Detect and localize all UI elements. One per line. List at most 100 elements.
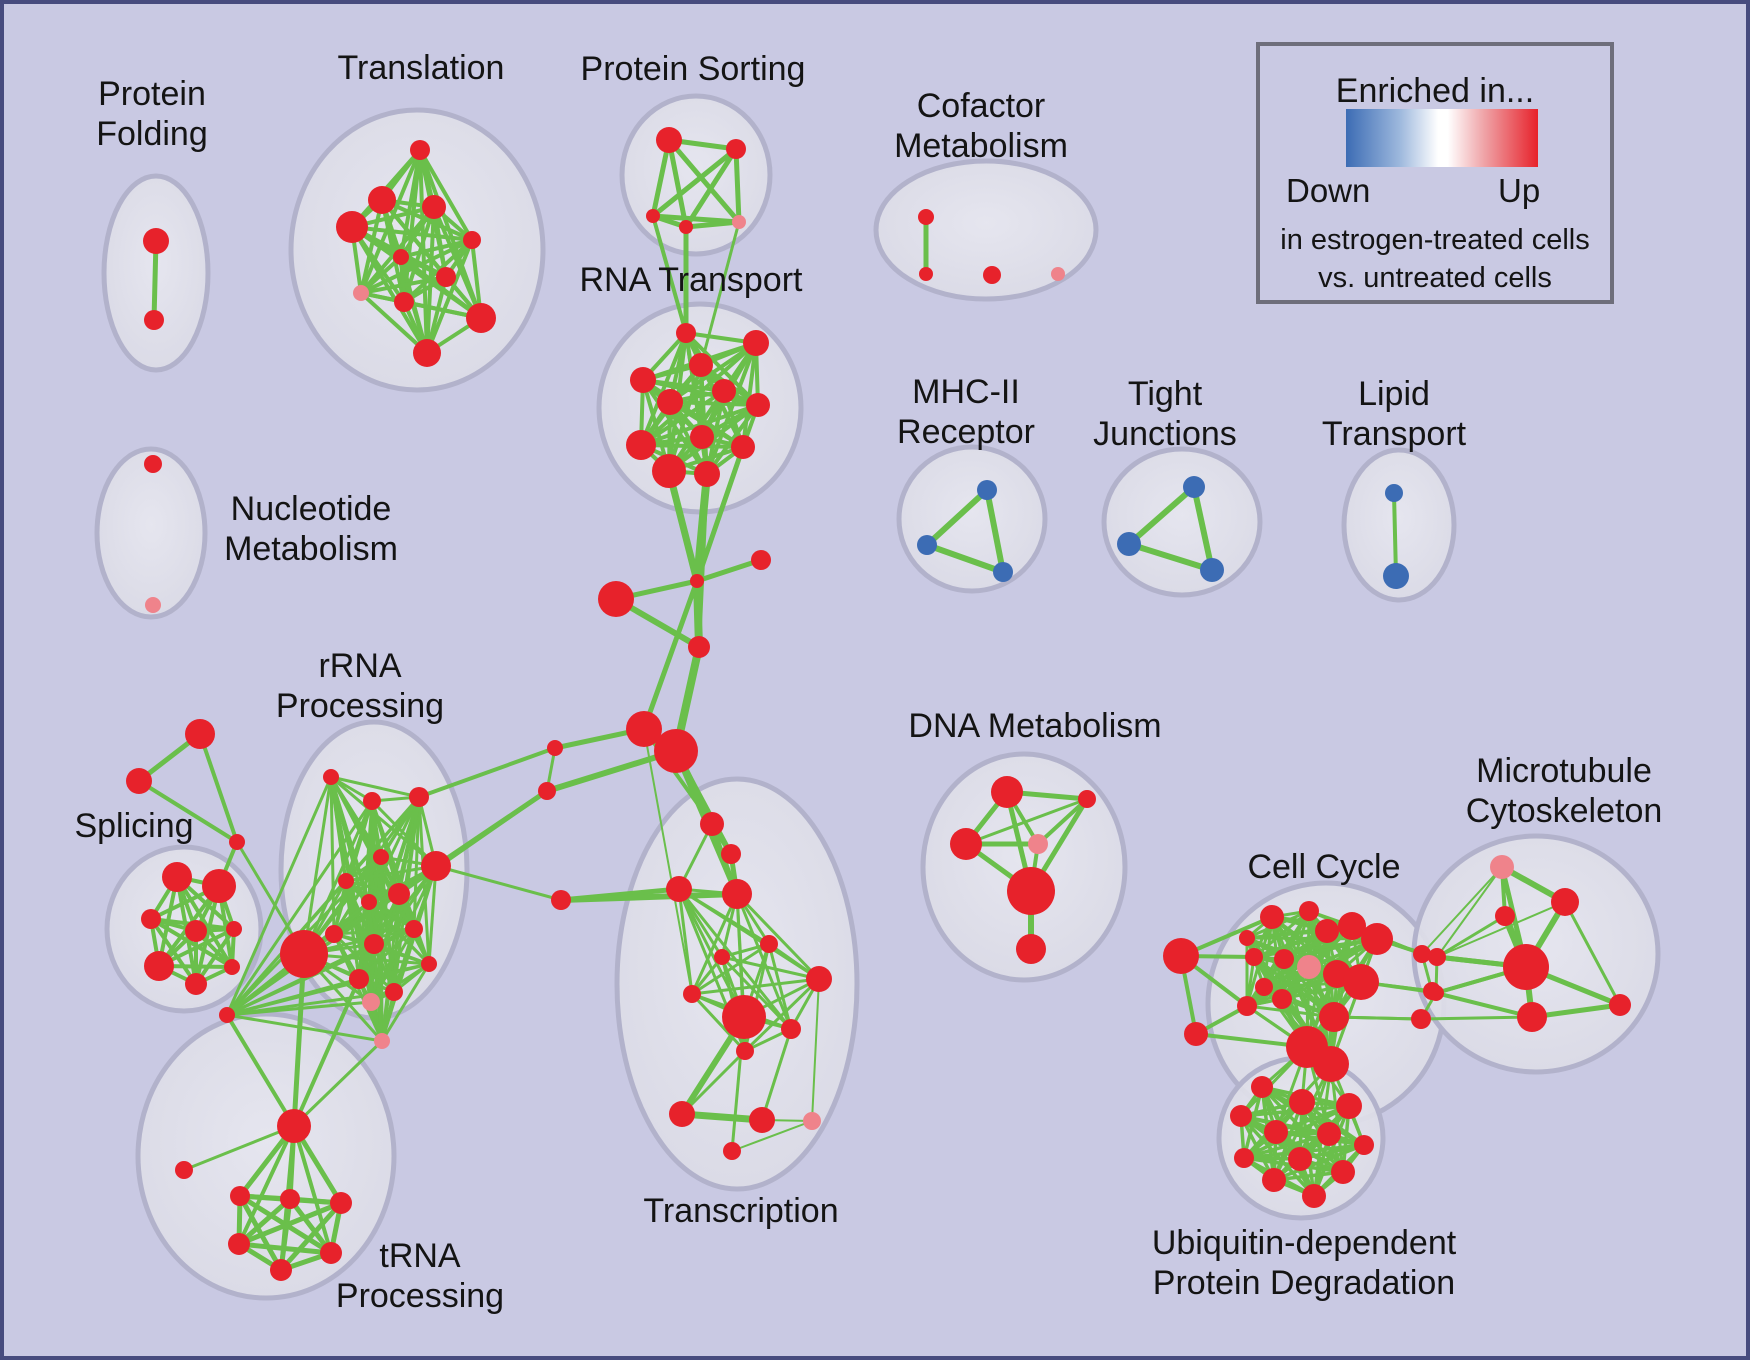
node-mhc-ii-receptor — [977, 480, 997, 500]
node-cell-cycle — [1297, 955, 1321, 979]
cluster-ellipse-trna-processing — [135, 1011, 397, 1301]
node-tight-junctions — [1117, 532, 1141, 556]
edge-splicing — [149, 917, 234, 969]
node-rrna-processing — [325, 925, 343, 943]
cluster-label-protein-folding: Folding — [96, 115, 208, 153]
node-connector — [551, 890, 571, 910]
cluster-ellipse-lipid-transport — [1341, 447, 1457, 603]
cluster-label-trna-processing: Processing — [336, 1277, 504, 1315]
node-transcription — [666, 876, 692, 902]
edge-rrna-processing — [344, 864, 438, 883]
edge-connector — [292, 1039, 384, 1128]
node-dna-metabolism — [1007, 867, 1055, 915]
node-lipid-transport — [1383, 563, 1409, 589]
edge-translation — [418, 148, 474, 242]
cluster-label-mhc-ii-receptor: MHC-II — [912, 373, 1020, 411]
cluster-label-splicing: Splicing — [74, 807, 193, 845]
edge-protein-sorting — [666, 137, 689, 230]
node-microtubule-cytoskeleton — [1517, 1002, 1547, 1032]
cluster-label-lipid-transport: Transport — [1322, 415, 1467, 453]
edge-transcription — [811, 978, 820, 1122]
node-nucleotide-metabolism — [144, 455, 162, 473]
node-translation — [410, 140, 430, 160]
cluster-label-ubiquitin-degradation: Ubiquitin-dependent — [1152, 1224, 1457, 1262]
node-connector — [538, 782, 556, 800]
node-cell-cycle — [1299, 901, 1319, 921]
node-connector — [185, 719, 215, 749]
node-translation — [463, 231, 481, 249]
edge-trna-processing — [236, 1200, 344, 1247]
node-connector — [547, 740, 563, 756]
edge-rrna-processing — [332, 855, 383, 936]
edge-rna-transport — [668, 400, 760, 407]
node-rna-transport — [746, 393, 770, 417]
legend-gradient-bar — [1346, 109, 1538, 167]
edge-rrna-processing — [427, 864, 438, 966]
edge-connector — [651, 214, 688, 335]
edge-connector — [225, 1013, 296, 1128]
edge-connector — [665, 467, 701, 585]
node-trna-processing — [320, 1242, 342, 1264]
edge-protein-folding — [151, 238, 159, 323]
node-cell-cycle — [1239, 930, 1255, 946]
cluster-label-protein-sorting: Protein Sorting — [581, 50, 806, 88]
legend-down-label: Down — [1286, 172, 1371, 209]
cluster-label-microtubule-cytoskeleton: Cytoskeleton — [1466, 792, 1663, 830]
node-nucleotide-metabolism — [145, 597, 161, 613]
node-dna-metabolism — [950, 828, 982, 860]
edge-rna-transport — [684, 331, 760, 407]
node-splicing — [224, 959, 240, 975]
legend-title: Enriched in... — [1335, 72, 1535, 110]
node-rrna-processing — [219, 1007, 235, 1023]
node-cell-cycle — [1237, 996, 1257, 1016]
nodes — [126, 127, 1631, 1281]
node-protein-folding — [143, 228, 169, 254]
edge-transcription — [743, 977, 821, 1053]
node-rna-transport — [657, 389, 683, 415]
node-translation — [466, 303, 496, 333]
node-protein-sorting — [679, 220, 693, 234]
node-trna-processing — [175, 1161, 193, 1179]
node-cell-cycle — [1274, 949, 1294, 969]
edge-transcription — [680, 1049, 747, 1116]
edge-trna-processing — [287, 1196, 334, 1256]
cluster-label-tight-junctions: Tight — [1128, 375, 1203, 413]
node-ubiquitin-degradation — [1336, 1093, 1362, 1119]
node-cofactor-metabolism — [918, 209, 934, 225]
cluster-label-mhc-ii-receptor: Receptor — [897, 413, 1035, 451]
node-ubiquitin-degradation — [1354, 1135, 1374, 1155]
node-translation — [353, 285, 369, 301]
node-dna-metabolism — [1078, 790, 1096, 808]
node-trna-processing — [330, 1192, 352, 1214]
edge-translation — [359, 255, 403, 295]
edge-connector — [1436, 901, 1566, 958]
node-rrna-processing — [338, 873, 354, 889]
node-splicing — [185, 973, 207, 995]
edge-translation — [350, 225, 429, 355]
node-protein-sorting — [726, 139, 746, 159]
edge-splicing — [175, 875, 234, 969]
node-protein-sorting — [646, 209, 660, 223]
node-rna-transport — [689, 353, 713, 377]
edge-rrna-processing — [332, 879, 348, 936]
edge-rrna-processing — [302, 799, 374, 956]
edge-protein-sorting — [733, 146, 742, 225]
edge-trna-processing — [278, 1196, 293, 1273]
edge-translation — [359, 291, 429, 355]
node-mhc-ii-receptor — [917, 535, 937, 555]
edge-rna-transport — [641, 378, 760, 407]
node-translation — [422, 195, 446, 219]
cluster-label-transcription: Transcription — [643, 1192, 838, 1230]
edge-trna-processing — [292, 1124, 333, 1255]
edge-transcription — [735, 892, 821, 981]
edge-connector — [291, 951, 307, 1129]
node-microtubule-cytoskeleton — [1609, 994, 1631, 1016]
edge-rrna-processing — [332, 927, 416, 936]
edge-microtubule-cytoskeleton — [1436, 866, 1503, 958]
node-protein-sorting — [656, 127, 682, 153]
node-dna-metabolism — [991, 776, 1023, 808]
edge-trna-processing — [237, 1124, 296, 1246]
edge-rna-transport — [639, 331, 688, 447]
